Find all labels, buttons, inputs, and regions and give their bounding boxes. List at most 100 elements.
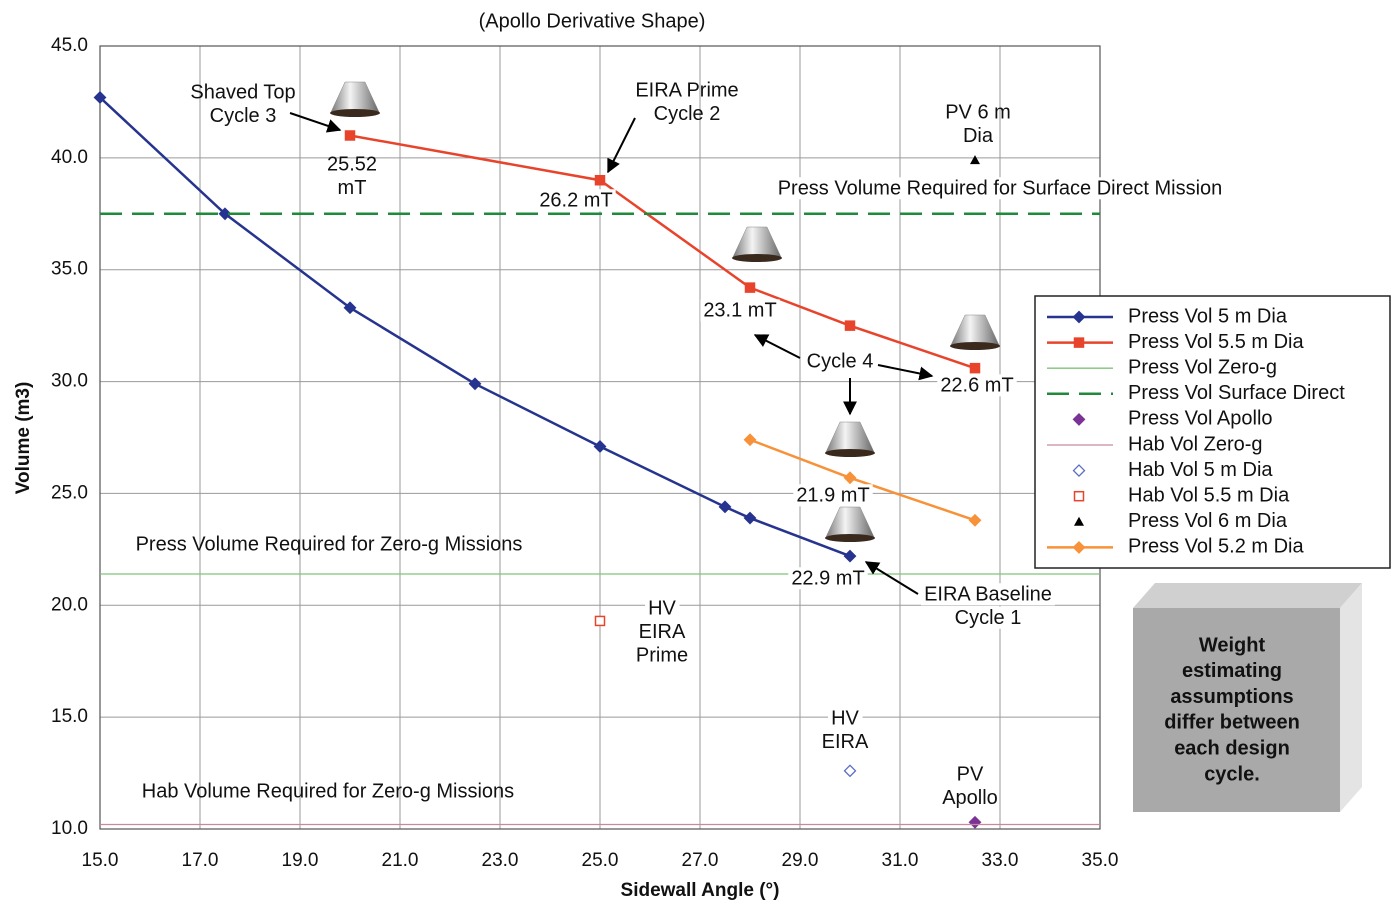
legend-label: Press Vol 5.2 m Dia xyxy=(1128,536,1305,558)
capsule-heatshield xyxy=(825,534,875,542)
legend-marker xyxy=(1075,338,1084,347)
annotation: EIRA Baseline xyxy=(924,583,1052,605)
data-point xyxy=(596,176,605,185)
note-text: estimating xyxy=(1182,660,1282,682)
note-text: differ between xyxy=(1164,712,1300,734)
annotation: PV 6 m xyxy=(945,101,1011,123)
capsule-heatshield xyxy=(330,109,380,117)
annotation: Dia xyxy=(963,125,994,147)
x-tick-label: 33.0 xyxy=(982,850,1019,871)
capsule-icon xyxy=(951,315,999,345)
series-line xyxy=(350,135,975,368)
x-tick-label: 27.0 xyxy=(682,850,719,871)
capsule-icon xyxy=(826,422,874,452)
x-tick-label: 23.0 xyxy=(482,850,519,871)
data-point xyxy=(346,131,355,140)
y-tick-label: 45.0 xyxy=(51,35,88,56)
legend-label: Press Vol 5 m Dia xyxy=(1128,305,1288,327)
y-tick-label: 20.0 xyxy=(51,594,88,615)
annotation: 22.6 mT xyxy=(940,374,1013,396)
capsule-heatshield xyxy=(825,449,875,457)
legend-label: Hab Vol 5.5 m Dia xyxy=(1128,484,1290,506)
x-tick-label: 21.0 xyxy=(382,850,419,871)
annotation: Hab Volume Required for Zero-g Missions xyxy=(142,780,514,802)
x-tick-label: 17.0 xyxy=(182,850,219,871)
legend-label: Hab Vol Zero-g xyxy=(1128,433,1263,455)
capsule-icon xyxy=(826,507,874,537)
annotation: 22.9 mT xyxy=(791,567,864,589)
legend-marker xyxy=(1075,492,1084,501)
annotation: Cycle 1 xyxy=(955,607,1022,629)
annotation: 23.1 mT xyxy=(703,299,776,321)
data-point xyxy=(846,321,855,330)
note-text: assumptions xyxy=(1170,686,1293,708)
capsule-heatshield xyxy=(732,254,782,262)
series-line xyxy=(100,97,850,556)
annotation: Cycle 2 xyxy=(654,103,721,125)
data-point xyxy=(970,515,981,526)
arrow xyxy=(608,118,635,172)
x-tick-label: 15.0 xyxy=(82,850,119,871)
annotation: EIRA xyxy=(822,731,869,753)
data-point xyxy=(596,616,605,625)
legend-label: Press Vol 5.5 m Dia xyxy=(1128,331,1305,353)
x-tick-label: 35.0 xyxy=(1082,850,1119,871)
annotation: 25.52 xyxy=(327,153,377,175)
data-point xyxy=(595,441,606,452)
annotation: HV xyxy=(831,707,859,729)
data-point xyxy=(746,283,755,292)
y-tick-label: 35.0 xyxy=(51,259,88,280)
annotation: Press Volume Required for Zero-g Mission… xyxy=(136,533,523,555)
arrow xyxy=(755,335,800,358)
data-point xyxy=(470,378,481,389)
x-tick-label: 25.0 xyxy=(582,850,619,871)
annotation: Apollo xyxy=(942,787,998,809)
note-box-top xyxy=(1133,583,1362,608)
x-tick-label: 31.0 xyxy=(882,850,919,871)
y-tick-label: 30.0 xyxy=(51,371,88,392)
annotation: Press Volume Required for Surface Direct… xyxy=(778,177,1223,199)
annotation: HV xyxy=(648,597,676,619)
y-tick-label: 25.0 xyxy=(51,482,88,503)
annotation: Cycle 3 xyxy=(210,105,277,127)
data-point xyxy=(845,765,856,776)
annotation: EIRA xyxy=(639,621,686,643)
capsule-heatshield xyxy=(950,342,1000,350)
legend-label: Press Vol Surface Direct xyxy=(1128,382,1345,404)
data-point xyxy=(720,501,731,512)
note-text: Weight xyxy=(1199,634,1266,656)
legend-label: Hab Vol 5 m Dia xyxy=(1128,459,1273,481)
annotation: 21.9 mT xyxy=(796,484,869,506)
x-axis-label: Sidewall Angle (°) xyxy=(621,880,780,901)
note-text: each design xyxy=(1174,737,1290,759)
y-axis-label: Volume (m3) xyxy=(13,382,34,495)
legend-label: Press Vol Apollo xyxy=(1128,408,1273,430)
x-tick-label: 29.0 xyxy=(782,850,819,871)
annotation: Prime xyxy=(636,644,688,666)
data-point xyxy=(970,155,980,164)
capsule-icon xyxy=(331,82,379,112)
annotation: Cycle 4 xyxy=(807,350,874,372)
data-point xyxy=(845,551,856,562)
data-point xyxy=(745,434,756,445)
legend-label: Press Vol Zero-g xyxy=(1128,356,1277,378)
data-point xyxy=(745,513,756,524)
annotation: EIRA Prime xyxy=(635,79,738,101)
annotation: 26.2 mT xyxy=(539,189,612,211)
arrow xyxy=(878,365,932,376)
chart: (Apollo Derivative Shape) Sidewall Angle… xyxy=(0,0,1398,907)
annotation: mT xyxy=(338,177,367,199)
annotation: PV xyxy=(957,763,984,785)
note-box-side xyxy=(1340,583,1362,812)
y-tick-label: 10.0 xyxy=(51,818,88,839)
y-tick-label: 40.0 xyxy=(51,147,88,168)
x-tick-label: 19.0 xyxy=(282,850,319,871)
note-text: cycle. xyxy=(1204,763,1260,785)
annotation: Shaved Top xyxy=(190,81,295,103)
arrow xyxy=(866,562,918,594)
data-point xyxy=(971,364,980,373)
data-point xyxy=(970,817,981,828)
chart-title: (Apollo Derivative Shape) xyxy=(479,10,706,32)
capsule-icon xyxy=(733,227,781,257)
legend-label: Press Vol 6 m Dia xyxy=(1128,510,1288,532)
